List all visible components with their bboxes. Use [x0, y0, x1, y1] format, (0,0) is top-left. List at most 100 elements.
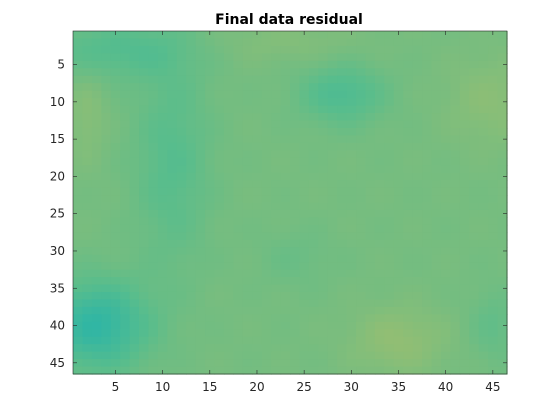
heatmap-cell: [488, 291, 499, 301]
heatmap-cell: [327, 351, 338, 360]
heatmap-cell: [120, 366, 131, 375]
heatmap-cell: [356, 254, 367, 263]
heatmap-cell: [214, 83, 225, 92]
heatmap-cell: [403, 202, 414, 211]
heatmap-cell: [186, 83, 197, 92]
heatmap-cell: [459, 45, 470, 54]
heatmap-cell: [129, 98, 140, 107]
heatmap-cell: [120, 299, 131, 308]
heatmap-cell: [431, 53, 442, 62]
heatmap-cell: [356, 187, 367, 196]
heatmap-cell: [91, 314, 102, 323]
heatmap-cell: [271, 45, 282, 54]
heatmap-cell: [110, 277, 121, 286]
heatmap-cell: [120, 239, 131, 248]
heatmap-cell: [110, 239, 121, 248]
heatmap-cell: [422, 291, 433, 301]
heatmap-cell: [290, 269, 301, 278]
heatmap-cell: [252, 269, 263, 278]
heatmap-cell: [478, 329, 489, 338]
heatmap-cell: [167, 284, 178, 293]
heatmap-cell: [478, 75, 489, 84]
heatmap-cell: [195, 135, 206, 144]
heatmap-cell: [337, 180, 348, 189]
heatmap-cell: [271, 359, 282, 368]
heatmap-cell: [497, 277, 508, 286]
heatmap-cell: [139, 306, 150, 315]
y-tick-label: 10: [50, 95, 65, 109]
heatmap-cell: [280, 68, 291, 77]
heatmap-cell: [327, 202, 338, 211]
heatmap-cell: [422, 321, 433, 330]
heatmap-cell: [318, 284, 329, 293]
heatmap-cell: [346, 209, 357, 219]
heatmap-cell: [337, 277, 348, 286]
heatmap-cell: [384, 299, 395, 308]
heatmap-cell: [431, 344, 442, 353]
heatmap-cell: [346, 195, 357, 204]
heatmap-cell: [205, 344, 216, 353]
heatmap-cell: [318, 45, 329, 54]
heatmap-cell: [280, 291, 291, 301]
heatmap-cell: [365, 269, 376, 278]
heatmap-cell: [252, 202, 263, 211]
heatmap-cell: [214, 359, 225, 368]
heatmap-cell: [440, 157, 451, 166]
heatmap-cell: [346, 83, 357, 92]
heatmap-cell: [356, 239, 367, 248]
heatmap-cell: [223, 157, 234, 166]
heatmap-cell: [233, 314, 244, 323]
heatmap-cell: [233, 351, 244, 360]
heatmap-cell: [261, 239, 272, 248]
heatmap-cell: [497, 90, 508, 99]
heatmap-cell: [356, 269, 367, 278]
heatmap-cell: [422, 142, 433, 151]
heatmap-cell: [110, 291, 121, 301]
heatmap-cell: [176, 165, 187, 174]
heatmap-cell: [450, 150, 461, 159]
heatmap-cell: [271, 113, 282, 122]
heatmap-cell: [205, 299, 216, 308]
heatmap-cell: [327, 254, 338, 263]
heatmap-cell: [186, 224, 197, 233]
heatmap-cell: [101, 53, 112, 62]
heatmap-cell: [478, 366, 489, 375]
heatmap-cell: [393, 60, 404, 69]
heatmap-cell: [365, 359, 376, 368]
heatmap-cell: [318, 366, 329, 375]
heatmap-cell: [459, 254, 470, 263]
heatmap-cell: [280, 135, 291, 144]
heatmap-cell: [337, 53, 348, 62]
heatmap-cell: [252, 68, 263, 77]
heatmap-cell: [374, 224, 385, 233]
heatmap-cell: [148, 98, 159, 107]
heatmap-cell: [337, 38, 348, 47]
heatmap-cell: [365, 172, 376, 181]
heatmap-cell: [290, 351, 301, 360]
heatmap-cell: [365, 314, 376, 323]
heatmap-cell: [422, 277, 433, 286]
heatmap-cell: [290, 314, 301, 323]
heatmap-cell: [129, 247, 140, 256]
heatmap-cell: [403, 31, 414, 40]
heatmap-cell: [488, 247, 499, 256]
heatmap-cell: [139, 195, 150, 204]
heatmap-cell: [299, 53, 310, 62]
heatmap-cell: [412, 247, 423, 256]
heatmap-cell: [365, 45, 376, 54]
heatmap-cell: [280, 314, 291, 323]
heatmap-cell: [337, 239, 348, 248]
heatmap-cell: [299, 262, 310, 271]
heatmap-cell: [337, 135, 348, 144]
heatmap-cell: [459, 284, 470, 293]
heatmap-cell: [356, 180, 367, 189]
heatmap-cell: [497, 262, 508, 271]
heatmap-cell: [252, 120, 263, 129]
heatmap-cell: [242, 329, 253, 338]
heatmap-cell: [431, 38, 442, 47]
heatmap-cell: [252, 247, 263, 256]
heatmap-cell: [308, 180, 319, 189]
heatmap-cell: [148, 90, 159, 99]
heatmap-cell: [374, 120, 385, 129]
heatmap-cell: [176, 217, 187, 226]
